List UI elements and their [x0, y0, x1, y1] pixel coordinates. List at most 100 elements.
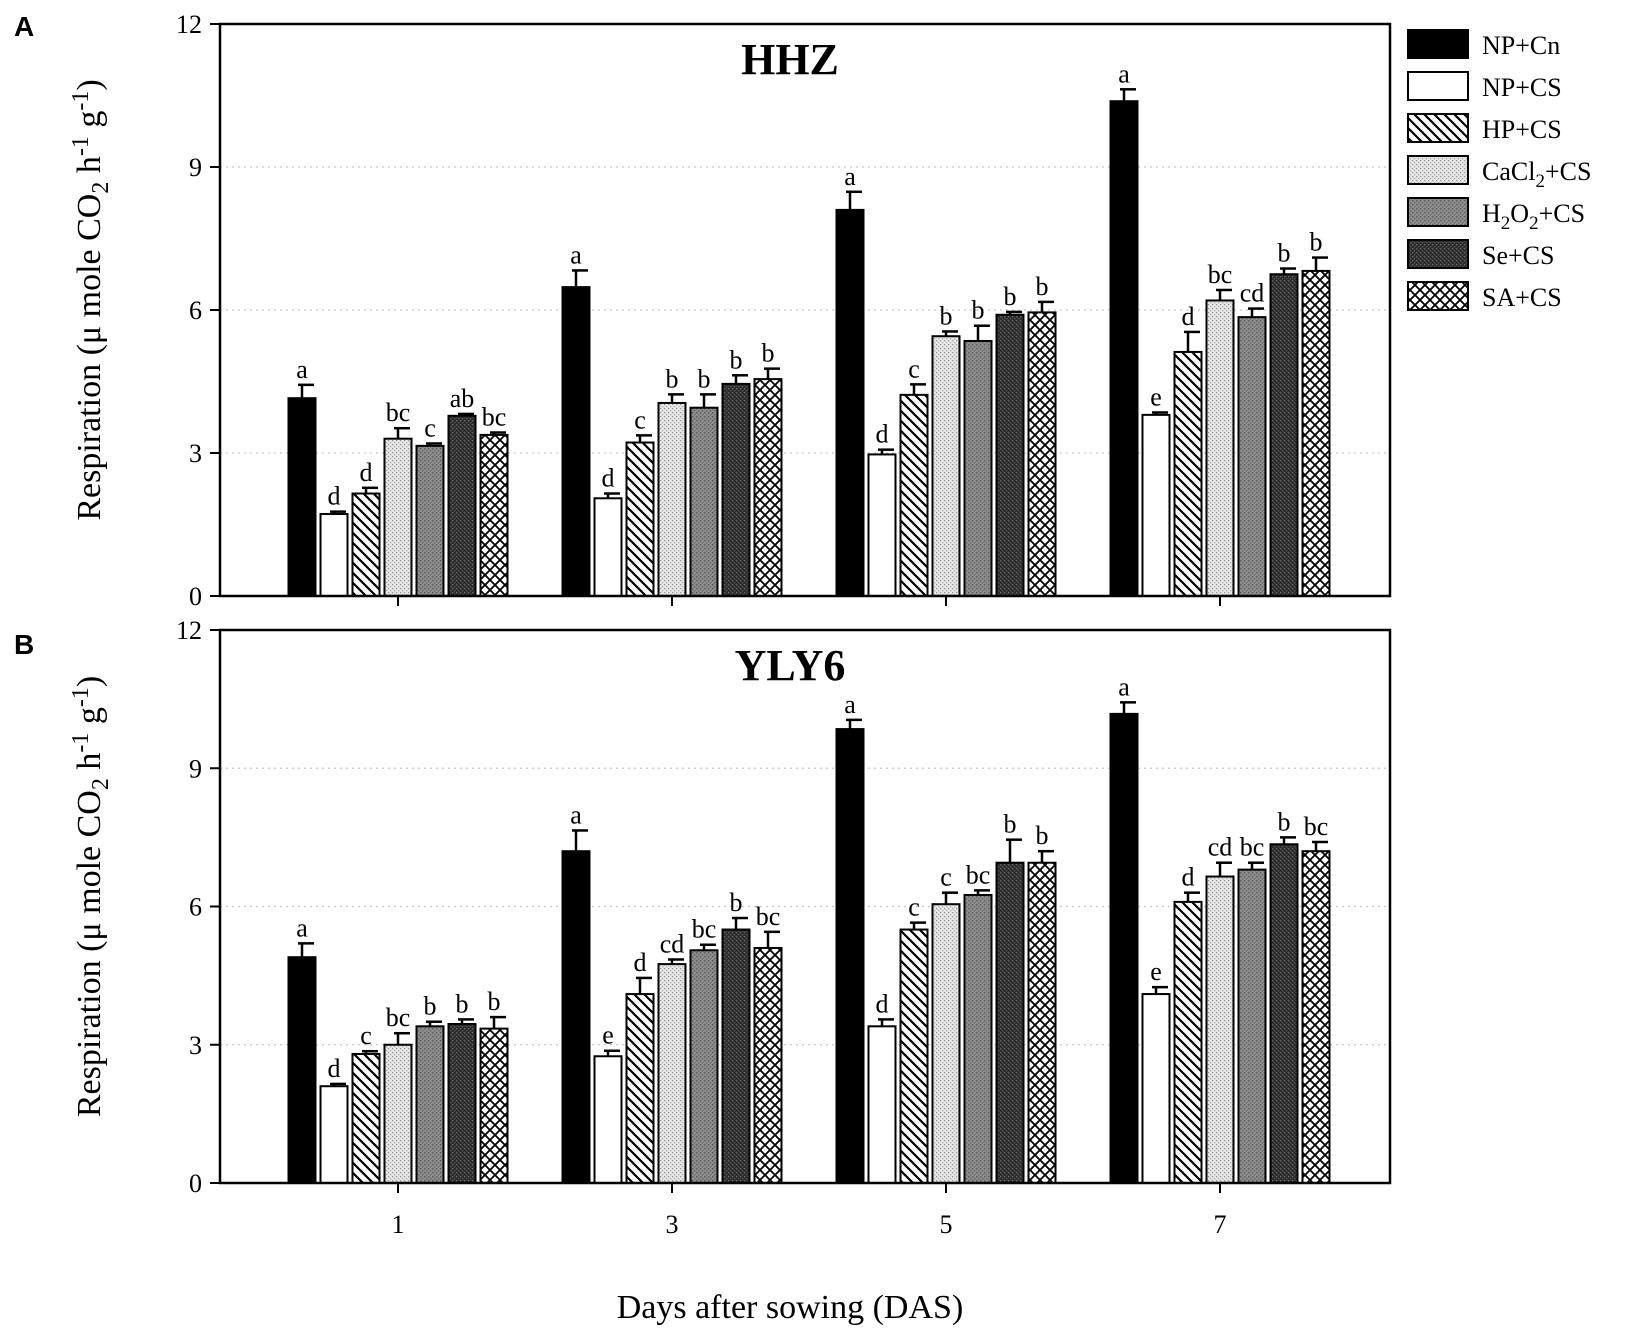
significance-letter: b [972, 296, 985, 325]
bar-np-cn-day-7 [1109, 100, 1139, 597]
bar-se-cs-day-5 [995, 313, 1025, 597]
significance-letter: bc [1208, 260, 1233, 289]
bar-se-cs-day-3 [721, 928, 751, 1185]
bar-hp-cs-day-5 [899, 928, 929, 1185]
legend-item-hp-cs: HP+CS [1407, 113, 1562, 144]
bar-cacl2-cs-day-3 [657, 401, 687, 598]
bar-np-cn-day-3 [561, 286, 591, 597]
bar-np-cs-day-7 [1141, 993, 1171, 1185]
y-tick-label: 12 [176, 10, 202, 39]
significance-letter: d [602, 464, 615, 493]
bar-np-cs-day-1 [319, 513, 349, 597]
significance-letter: c [908, 893, 920, 922]
significance-letter: d [1182, 302, 1195, 331]
significance-letter: b [1004, 282, 1017, 311]
bar-sa-cs-day-3 [753, 946, 783, 1184]
significance-letter: c [360, 1021, 372, 1050]
panel-title: HHZ [741, 35, 839, 84]
panel-title: YLY6 [735, 641, 846, 690]
bar-np-cn-day-5 [835, 208, 865, 597]
significance-letter: a [570, 240, 582, 269]
bar-np-cs-day-7 [1141, 413, 1171, 597]
significance-letter: bc [1304, 812, 1329, 841]
significance-letter: e [1150, 382, 1162, 411]
bar-cacl2-cs-day-7 [1205, 875, 1235, 1184]
y-axis-label: Respiration (μ mole CO2 h-1 g-1) [68, 79, 114, 520]
x-tick-label: 3 [666, 1210, 679, 1239]
significance-letter: cd [660, 929, 685, 958]
legend-item-cacl2-cs: CaCl2+CS [1407, 155, 1591, 192]
bar-cacl2-cs-day-5 [931, 903, 961, 1185]
bar-sa-cs-day-1 [479, 1027, 509, 1185]
legend-label: HP+CS [1482, 115, 1562, 144]
bar-np-cs-day-1 [319, 1085, 349, 1184]
x-tick-label: 5 [940, 1210, 953, 1239]
bar-hp-cs-day-3 [625, 441, 655, 597]
bar-se-cs-day-1 [447, 1023, 477, 1184]
significance-letter: a [1118, 672, 1130, 701]
legend-swatch [1407, 239, 1469, 269]
bar-sa-cs-day-5 [1027, 311, 1057, 597]
significance-letter: bc [386, 1003, 411, 1032]
bar-hp-cs-day-7 [1173, 350, 1203, 597]
significance-letter: b [488, 987, 501, 1016]
bar-cacl2-cs-day-1 [383, 437, 413, 598]
bar-h2o2-cs-day-5 [963, 339, 993, 597]
bar-h2o2-cs-day-1 [415, 444, 445, 597]
bar-se-cs-day-1 [447, 414, 477, 597]
bar-np-cn-day-1 [287, 956, 317, 1184]
legend-item-sa-cs: SA+CS [1407, 281, 1562, 312]
panel-label: A [14, 11, 34, 42]
chart-panel-a: aaaadddedccdbcbbbccbbcdabbbbbcbbb036912H… [14, 10, 1392, 611]
significance-letter: b [762, 339, 775, 368]
bar-cacl2-cs-day-1 [383, 1043, 413, 1184]
y-tick-label: 0 [189, 1169, 202, 1198]
bar-np-cs-day-5 [867, 1025, 897, 1184]
significance-letter: bc [482, 403, 507, 432]
legend-label: Se+CS [1482, 241, 1554, 270]
bar-np-cn-day-5 [835, 728, 865, 1184]
significance-letter: a [296, 913, 308, 942]
bar-np-cn-day-7 [1109, 712, 1139, 1184]
bar-np-cn-day-1 [287, 397, 317, 597]
legend-label: SA+CS [1482, 283, 1562, 312]
significance-letter: e [1150, 957, 1162, 986]
significance-letter: b [1278, 807, 1291, 836]
significance-letter: c [908, 354, 920, 383]
legend-label: H2O2+CS [1482, 199, 1585, 234]
bar-se-cs-day-7 [1269, 843, 1299, 1184]
significance-letter: d [1182, 863, 1195, 892]
y-tick-label: 9 [189, 754, 202, 783]
significance-letter: bc [692, 915, 717, 944]
x-tick-label: 7 [1214, 1210, 1227, 1239]
significance-letter: d [876, 989, 889, 1018]
bar-sa-cs-day-7 [1301, 850, 1331, 1184]
significance-letter: b [1036, 272, 1049, 301]
significance-letter: b [730, 888, 743, 917]
significance-letter: bc [386, 398, 411, 427]
y-axis-label: Respiration (μ mole CO2 h-1 g-1) [68, 676, 114, 1117]
significance-letter: d [328, 482, 341, 511]
significance-letter: c [424, 413, 436, 442]
significance-letter: e [602, 1021, 614, 1050]
x-tick-label: 1 [392, 1210, 405, 1239]
bar-h2o2-cs-day-7 [1237, 316, 1267, 597]
legend-swatch [1407, 71, 1469, 101]
significance-letter: bc [1240, 833, 1265, 862]
legend-swatch [1407, 29, 1469, 59]
legend-swatch [1407, 113, 1469, 143]
legend-swatch [1407, 281, 1469, 311]
significance-letter: a [296, 355, 308, 384]
significance-letter: b [730, 345, 743, 374]
bar-se-cs-day-7 [1269, 273, 1299, 597]
bar-np-cs-day-5 [867, 453, 897, 597]
legend-item-np-cs: NP+CS [1407, 71, 1562, 102]
significance-letter: a [844, 690, 856, 719]
significance-letter: d [634, 948, 647, 977]
significance-letter: bc [966, 860, 991, 889]
y-tick-label: 6 [189, 296, 202, 325]
significance-letter: b [698, 364, 711, 393]
panel-label: B [14, 629, 34, 660]
bar-sa-cs-day-1 [479, 433, 509, 597]
legend-label: NP+Cn [1482, 31, 1560, 60]
